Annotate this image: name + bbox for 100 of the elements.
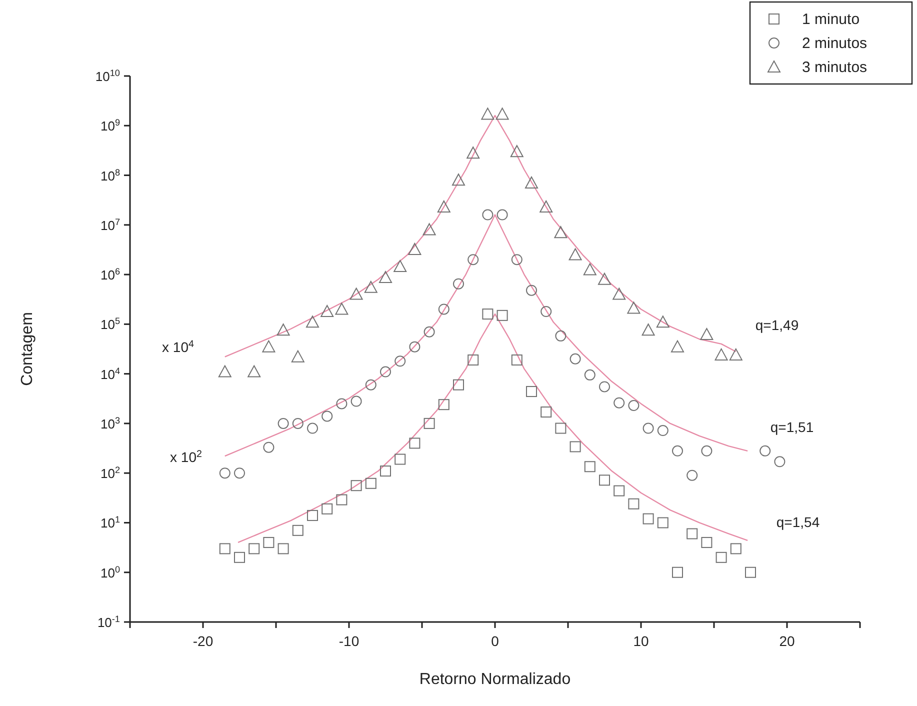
y-tick-label: 10$^{1}$: [100, 514, 120, 531]
point: [627, 302, 640, 314]
point: [292, 524, 304, 536]
point: [424, 418, 435, 429]
point: [614, 485, 625, 496]
point: [510, 145, 524, 158]
point: [336, 398, 348, 410]
point: [322, 503, 333, 514]
x-tick-label: 10: [633, 633, 649, 649]
point: [278, 418, 289, 429]
y-tick-label: 10$^{4}$: [100, 366, 120, 382]
point: [408, 242, 422, 255]
y-tick-label: 10$^{9}$: [100, 118, 120, 134]
point: [218, 365, 232, 378]
point: [364, 280, 378, 293]
point: [453, 278, 464, 290]
point: [656, 316, 670, 328]
y-tick-label: 10$^{6}$: [100, 266, 120, 283]
y-tick-label: 10$^{8}$: [100, 167, 120, 184]
point: [365, 478, 376, 489]
point: [599, 381, 610, 392]
legend-label: 2 minutos: [802, 35, 868, 52]
point: [657, 425, 668, 436]
point: [774, 456, 786, 468]
point: [614, 397, 625, 408]
point: [598, 272, 611, 285]
point: [438, 304, 450, 315]
point: [612, 288, 626, 300]
point: [496, 209, 508, 220]
point: [482, 308, 494, 320]
point: [760, 445, 771, 456]
point: [686, 470, 698, 481]
point: [322, 410, 333, 422]
point: [466, 146, 480, 159]
point: [570, 441, 581, 452]
point: [248, 543, 260, 554]
point: [263, 536, 274, 548]
legend-label: 1 minuto: [802, 11, 860, 28]
point: [511, 354, 522, 366]
point: [686, 528, 698, 540]
point: [701, 445, 712, 456]
point: [424, 326, 435, 338]
point: [482, 209, 494, 220]
point: [234, 468, 245, 479]
point: [468, 254, 479, 266]
y-tick-label: 10$^{5}$: [100, 316, 120, 332]
point: [730, 543, 742, 554]
point: [365, 379, 376, 390]
y-tick-label: 10$^{3}$: [100, 415, 120, 432]
point: [583, 263, 596, 276]
point: [394, 356, 406, 367]
x-tick-label: -10: [338, 633, 360, 649]
y-tick-label: 10$^{10}$: [95, 68, 120, 84]
y-tick-label: 10$^{2}$: [100, 465, 120, 482]
point: [468, 354, 479, 366]
point: [350, 480, 362, 492]
point: [278, 543, 289, 554]
point: [307, 510, 318, 521]
point: [628, 400, 640, 411]
point: [599, 474, 610, 486]
point: [409, 341, 420, 352]
point: [380, 366, 391, 378]
point: [234, 552, 245, 563]
point: [320, 305, 334, 318]
point: [394, 260, 407, 272]
point: [555, 330, 566, 342]
point: [496, 108, 509, 120]
point: [555, 422, 566, 434]
point: [306, 316, 319, 328]
point: [276, 324, 290, 336]
annotation: q=1,54: [776, 514, 820, 530]
point: [540, 200, 553, 212]
point: [292, 418, 304, 429]
point: [554, 226, 568, 238]
point: [336, 494, 348, 506]
point: [496, 310, 508, 321]
point: [438, 399, 450, 410]
point: [263, 442, 274, 453]
x-tick-label: 0: [491, 633, 500, 649]
point: [671, 340, 684, 352]
x-axis-title: Retorno Normalizado: [419, 671, 571, 688]
point: [570, 353, 581, 364]
annotation: x 10$^{2}$: [170, 448, 202, 465]
point: [307, 422, 318, 434]
annotation: x 10$^{4}$: [162, 338, 195, 355]
point: [481, 108, 494, 120]
point: [716, 552, 727, 563]
x-tick-label: -20: [192, 633, 214, 649]
point: [672, 445, 683, 456]
point: [657, 517, 668, 528]
point: [584, 369, 596, 380]
line-series: [224, 214, 748, 457]
point: [526, 386, 537, 398]
point: [453, 379, 464, 390]
point: [568, 248, 582, 260]
point: [628, 498, 640, 510]
annotation: q=1,49: [755, 317, 799, 333]
y-tick-label: 10$^{0}$: [100, 564, 120, 580]
point: [437, 200, 450, 212]
point: [394, 454, 406, 465]
